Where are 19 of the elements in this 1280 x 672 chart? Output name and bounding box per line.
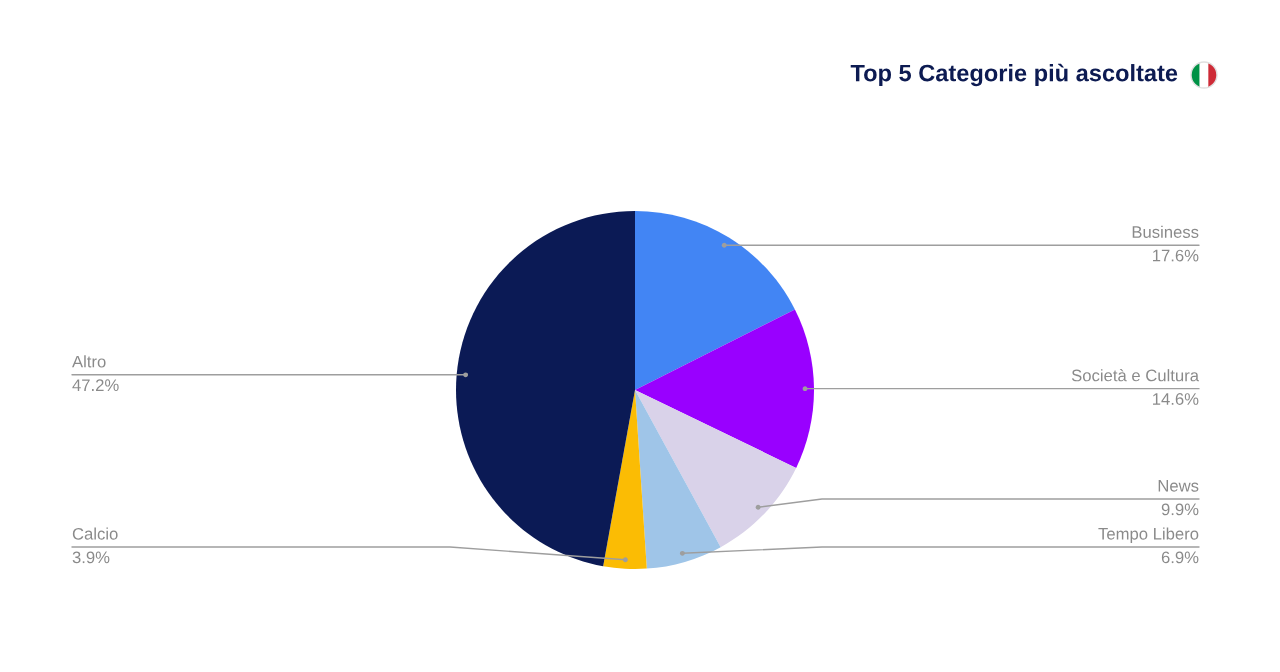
data-label: 17.6%	[1153, 249, 1199, 262]
pie-slice	[635, 211, 795, 390]
pie-slice	[456, 211, 635, 567]
pie-slice	[603, 390, 647, 569]
chart-title: Top 5 Categorie più ascoltate	[850, 63, 1178, 87]
data-label: 3.9%	[72, 551, 110, 564]
pie-slice	[635, 390, 797, 548]
data-label: 6.9%	[1161, 551, 1199, 564]
pie-slice	[635, 309, 814, 468]
data-label: 47.2%	[72, 379, 119, 391]
pie-slice	[635, 390, 721, 569]
slice-label: Tempo Libero	[1098, 527, 1199, 543]
slice-label: Altro	[72, 355, 106, 368]
slice-label: Calcio	[72, 527, 118, 540]
slice-label: Business	[1132, 225, 1199, 238]
data-label: 9.9%	[1161, 503, 1199, 516]
slice-label: News	[1158, 480, 1199, 492]
slice-label: Società e Cultura	[1071, 368, 1200, 382]
data-label: 14.6%	[1153, 393, 1199, 405]
